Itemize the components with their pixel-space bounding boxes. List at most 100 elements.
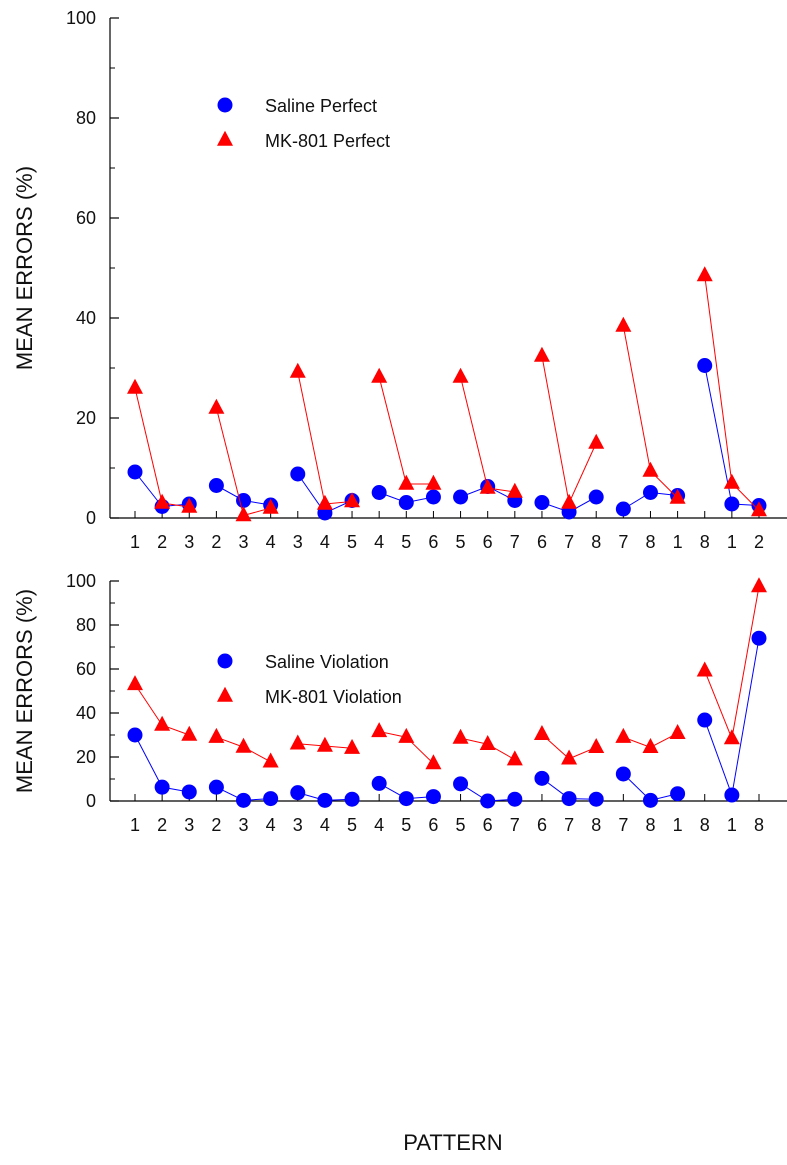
x-tick-label: 5: [347, 532, 357, 552]
series-triangle: [127, 266, 767, 522]
data-point-triangle: [371, 367, 388, 383]
y-tick-label: 100: [66, 571, 96, 591]
data-point-circle: [697, 712, 713, 728]
data-point-triangle: [344, 492, 361, 508]
data-point-triangle: [235, 737, 252, 753]
data-point-triangle: [425, 474, 442, 490]
x-tick-label: 7: [618, 532, 628, 552]
legend: Saline Perfect MK-801 Perfect: [217, 96, 390, 151]
data-point-circle: [236, 493, 252, 508]
data-point-circle: [670, 786, 686, 802]
x-tick-label: 6: [537, 815, 547, 835]
data-point-triangle: [506, 482, 523, 498]
x-tick-label: 4: [374, 532, 384, 552]
y-tick-label: 80: [76, 615, 96, 635]
legend-label: Saline Violation: [265, 652, 389, 672]
data-point-triangle: [561, 493, 578, 509]
x-tick-label: 6: [537, 532, 547, 552]
legend-marker-triangle: [217, 686, 233, 702]
data-point-circle: [534, 495, 550, 510]
x-tick-label: 7: [510, 532, 520, 552]
data-point-triangle: [479, 734, 496, 750]
data-point-triangle: [533, 725, 550, 741]
data-point-circle: [534, 770, 550, 786]
data-point-circle: [263, 791, 279, 807]
series-circle: [127, 358, 767, 521]
legend-label: MK-801 Perfect: [265, 131, 390, 151]
data-point-triangle: [289, 734, 306, 750]
x-tick-label: 5: [401, 815, 411, 835]
x-tick-label: 8: [754, 815, 764, 835]
data-point-circle: [642, 485, 658, 500]
data-point-circle: [127, 464, 143, 480]
data-point-circle: [425, 489, 441, 505]
data-point-circle: [344, 791, 360, 807]
x-tick-label: 1: [130, 815, 140, 835]
data-point-triangle: [398, 474, 415, 490]
series-line-segment: [704, 586, 760, 741]
data-point-triangle: [561, 749, 578, 765]
y-axis-title: MEAN ERRORS (%): [12, 166, 37, 370]
y-tick-label: 0: [86, 508, 96, 528]
x-tick-label: 1: [130, 532, 140, 552]
data-point-triangle: [127, 675, 143, 691]
data-point-triangle: [696, 661, 713, 677]
legend-label: Saline Perfect: [265, 96, 377, 116]
data-point-circle: [398, 495, 414, 510]
data-point-circle: [425, 789, 441, 805]
x-tick-label: 5: [347, 815, 357, 835]
x-tick-label: 1: [727, 815, 737, 835]
x-tick-label: 7: [618, 815, 628, 835]
data-point-circle: [615, 766, 631, 782]
data-point-triangle: [669, 488, 686, 504]
data-point-circle: [724, 496, 740, 512]
data-point-triangle: [316, 494, 333, 510]
data-point-circle: [507, 791, 523, 807]
data-point-circle: [290, 466, 306, 482]
data-point-triangle: [181, 497, 198, 513]
data-point-circle: [642, 792, 658, 808]
data-point-triangle: [452, 728, 469, 744]
series-line-segment: [134, 387, 190, 508]
legend-marker-circle: [217, 653, 233, 669]
data-point-triangle: [425, 754, 442, 770]
series-line-segment: [704, 638, 760, 798]
data-point-triangle: [723, 473, 740, 489]
data-point-triangle: [208, 727, 225, 743]
series-line-segment: [460, 376, 515, 493]
x-tick-label: 6: [428, 815, 438, 835]
series-line-segment: [297, 371, 353, 505]
data-point-triangle: [127, 378, 143, 394]
x-tick-label: 4: [266, 815, 276, 835]
series-triangle: [127, 577, 767, 770]
data-point-circle: [453, 489, 469, 505]
data-point-triangle: [479, 478, 496, 494]
data-point-triangle: [615, 727, 632, 743]
x-tick-label: 6: [483, 815, 493, 835]
data-point-triangle: [588, 433, 605, 449]
x-tick-label: 3: [184, 532, 194, 552]
series-line-segment: [541, 355, 597, 505]
x-tick-label: 2: [157, 815, 167, 835]
x-tick-label: 1: [673, 815, 683, 835]
x-tick-label: 3: [293, 532, 303, 552]
x-tick-label: 2: [211, 532, 221, 552]
y-tick-label: 60: [76, 208, 96, 228]
data-point-circle: [724, 787, 740, 803]
x-tick-label: 3: [184, 815, 194, 835]
data-point-triangle: [208, 398, 225, 414]
data-point-triangle: [588, 738, 605, 754]
x-tick-label: 6: [483, 532, 493, 552]
data-point-circle: [588, 489, 604, 505]
x-tick-label: 3: [293, 815, 303, 835]
data-point-triangle: [533, 346, 550, 362]
y-tick-label: 20: [76, 408, 96, 428]
y-tick-label: 0: [86, 791, 96, 811]
data-point-circle: [127, 727, 143, 743]
data-point-circle: [290, 785, 306, 801]
x-tick-label: 7: [564, 815, 574, 835]
data-point-triangle: [181, 725, 198, 741]
